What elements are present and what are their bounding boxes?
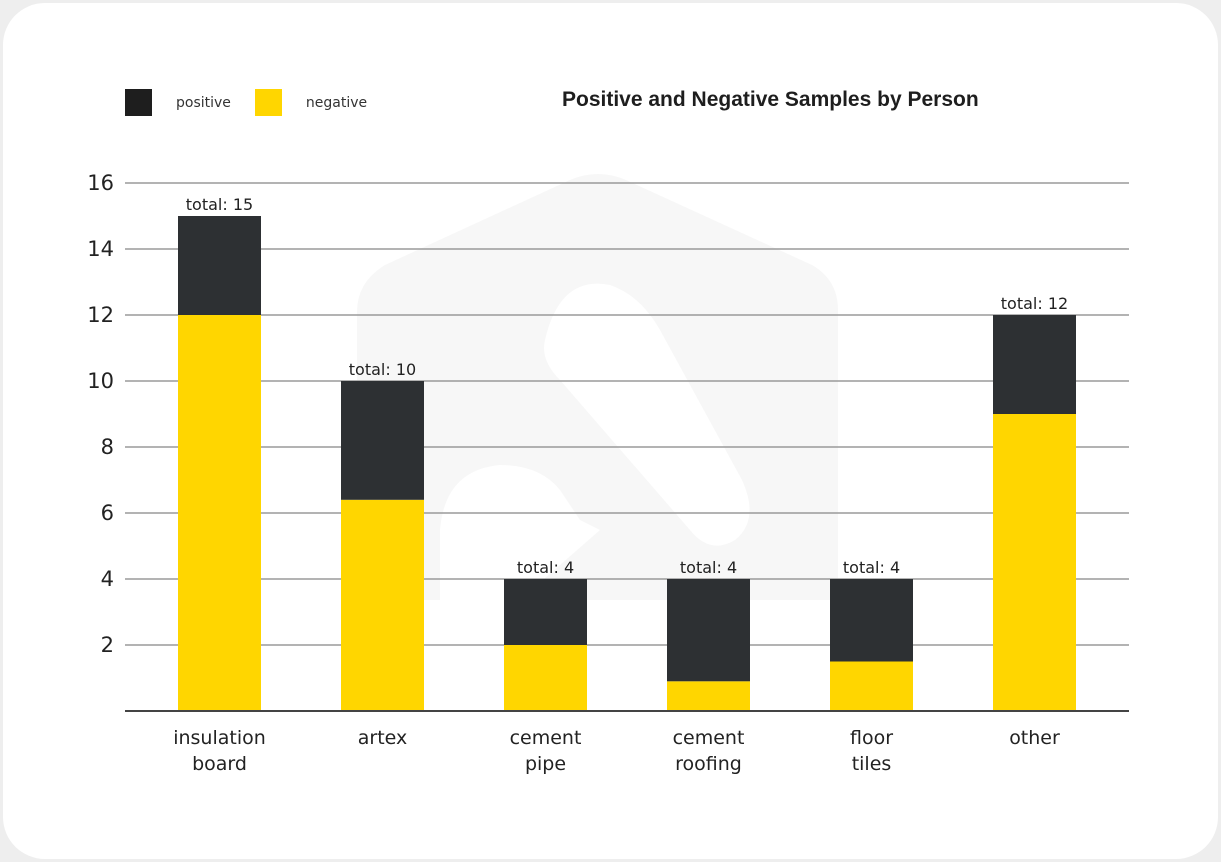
- bar-negative: [993, 414, 1076, 711]
- x-category-label: floor: [850, 727, 893, 749]
- bar-negative: [341, 499, 424, 711]
- x-category-label: artex: [358, 727, 408, 749]
- bar-positive: [667, 579, 750, 682]
- bar-positive: [178, 216, 261, 315]
- x-category-label: insulation: [173, 727, 266, 749]
- watermark-slash-shape: [544, 283, 750, 546]
- bar-positive: [830, 579, 913, 662]
- x-category-label: roofing: [675, 753, 742, 775]
- x-category-label: cement: [673, 727, 745, 749]
- legend-label-negative: negative: [305, 94, 368, 111]
- legend: positive negative: [125, 89, 391, 116]
- x-category-label: board: [192, 753, 247, 775]
- y-tick-label: 10: [87, 369, 114, 393]
- x-category-label: tiles: [852, 753, 892, 775]
- x-category-label: other: [1009, 727, 1060, 749]
- y-tick-label: 6: [101, 501, 114, 525]
- bar-negative: [178, 315, 261, 711]
- watermark-curve-shape: [440, 465, 600, 600]
- legend-swatch-positive: [125, 89, 152, 116]
- chart-title: Positive and Negative Samples by Person: [562, 88, 979, 111]
- bar-negative: [667, 681, 750, 711]
- total-label: total: 12: [1001, 294, 1068, 313]
- x-category-label: cement: [510, 727, 582, 749]
- total-label: total: 4: [680, 558, 737, 577]
- total-label: total: 15: [186, 195, 253, 214]
- y-tick-label: 8: [101, 435, 114, 459]
- y-tick-label: 14: [87, 237, 114, 261]
- y-tick-label: 12: [87, 303, 114, 327]
- x-category-label: pipe: [525, 753, 566, 775]
- y-tick-label: 16: [87, 171, 114, 195]
- total-label: total: 4: [843, 558, 900, 577]
- y-tick-label: 2: [101, 633, 114, 657]
- total-label: total: 4: [517, 558, 574, 577]
- legend-swatch-negative: [254, 89, 282, 116]
- watermark-logo-icon: [357, 174, 838, 600]
- total-label: total: 10: [349, 360, 416, 379]
- bar-negative: [504, 645, 587, 711]
- y-tick-label: 4: [101, 567, 114, 591]
- bar-positive: [504, 579, 587, 645]
- bar-negative: [830, 661, 913, 711]
- bar-positive: [341, 381, 424, 500]
- legend-label-positive: positive: [176, 94, 231, 111]
- bar-positive: [993, 315, 1076, 414]
